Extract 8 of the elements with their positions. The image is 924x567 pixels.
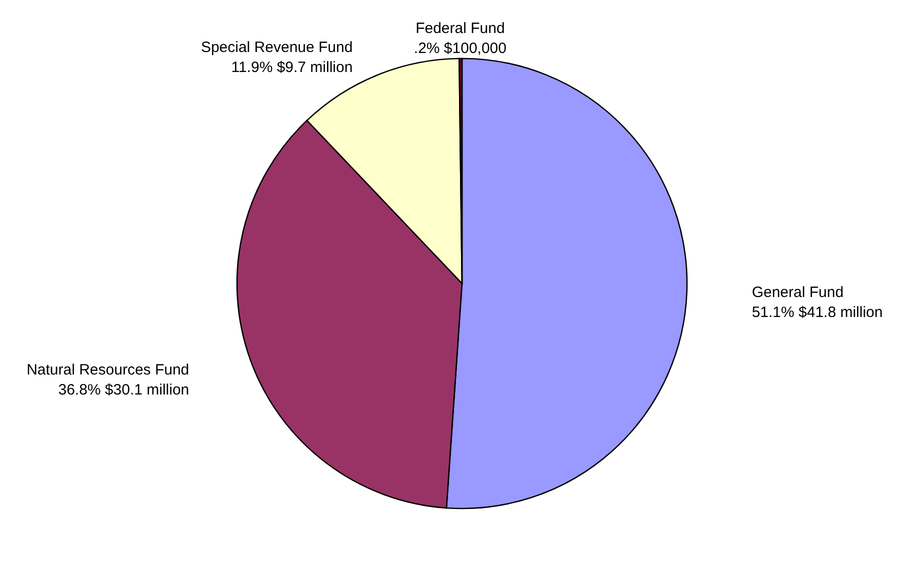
data-label: 51.1% $41.8 million	[752, 304, 883, 321]
data-label: .2% $100,000	[414, 40, 506, 58]
data-label: 11.9% $9.7 million	[231, 58, 353, 76]
data-label: 36.8% $30.1 million	[58, 381, 190, 398]
slice-label: Natural Resources Fund	[26, 361, 190, 378]
slice-label: Federal Fund	[416, 20, 505, 38]
slice-label: Special Revenue Fund	[200, 38, 353, 56]
slice-label: General Fund	[752, 284, 844, 301]
